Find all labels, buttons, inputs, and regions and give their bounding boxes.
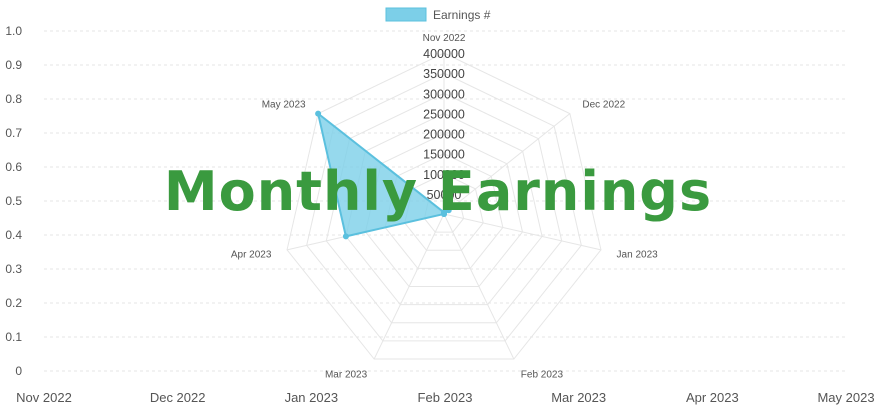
radar-data-point: [445, 207, 452, 214]
category-label: May 2023: [262, 100, 306, 111]
category-label: Feb 2023: [521, 369, 564, 380]
y-tick-label: 0.9: [5, 58, 22, 72]
radial-tick-label: 300000: [423, 87, 465, 101]
radar-spoke: [443, 113, 571, 215]
category-label: Dec 2022: [582, 100, 625, 111]
radial-tick-label: 150000: [423, 148, 465, 162]
category-label: Jan 2023: [617, 249, 659, 260]
x-tick-label: Apr 2023: [686, 390, 739, 405]
y-tick-label: 0.3: [5, 262, 22, 276]
radial-tick-label: 200000: [423, 128, 465, 142]
legend-label: Earnings #: [433, 8, 491, 22]
radar-gridline: [286, 52, 602, 360]
legend-swatch: [385, 7, 427, 22]
y-tick-label: 0.6: [5, 160, 22, 174]
y-tick-label: 0.1: [5, 330, 22, 344]
category-label: Apr 2023: [231, 249, 272, 260]
x-tick-label: Feb 2023: [418, 390, 473, 405]
category-label: Mar 2023: [325, 369, 368, 380]
radar-data-point: [315, 110, 322, 117]
radial-tick-label: 350000: [423, 67, 465, 81]
radar-data-point: [342, 233, 349, 240]
radar-data-point: [441, 211, 447, 217]
y-tick-label: 0: [15, 364, 22, 378]
y-tick-label: 0.5: [5, 194, 22, 208]
x-tick-label: May 2023: [817, 390, 874, 405]
y-tick-label: 0.7: [5, 126, 22, 140]
category-label: Nov 2022: [423, 33, 466, 44]
y-tick-label: 1.0: [5, 24, 22, 38]
x-tick-label: Jan 2023: [285, 390, 339, 405]
y-tick-label: 0.8: [5, 92, 22, 106]
x-tick-label: Mar 2023: [551, 390, 606, 405]
radial-tick-label: 400000: [423, 47, 465, 61]
radar-spoke: [373, 213, 445, 360]
y-tick-label: 0.2: [5, 296, 22, 310]
radial-tick-label: 100000: [423, 168, 465, 182]
radar-spoke: [443, 213, 515, 360]
radar-spoke: [443, 213, 602, 251]
x-tick-label: Dec 2022: [150, 390, 206, 405]
radial-tick-label: 50000: [427, 188, 462, 202]
x-tick-label: Nov 2022: [16, 390, 72, 405]
radial-tick-label: 250000: [423, 107, 465, 121]
y-tick-label: 0.4: [5, 228, 22, 242]
